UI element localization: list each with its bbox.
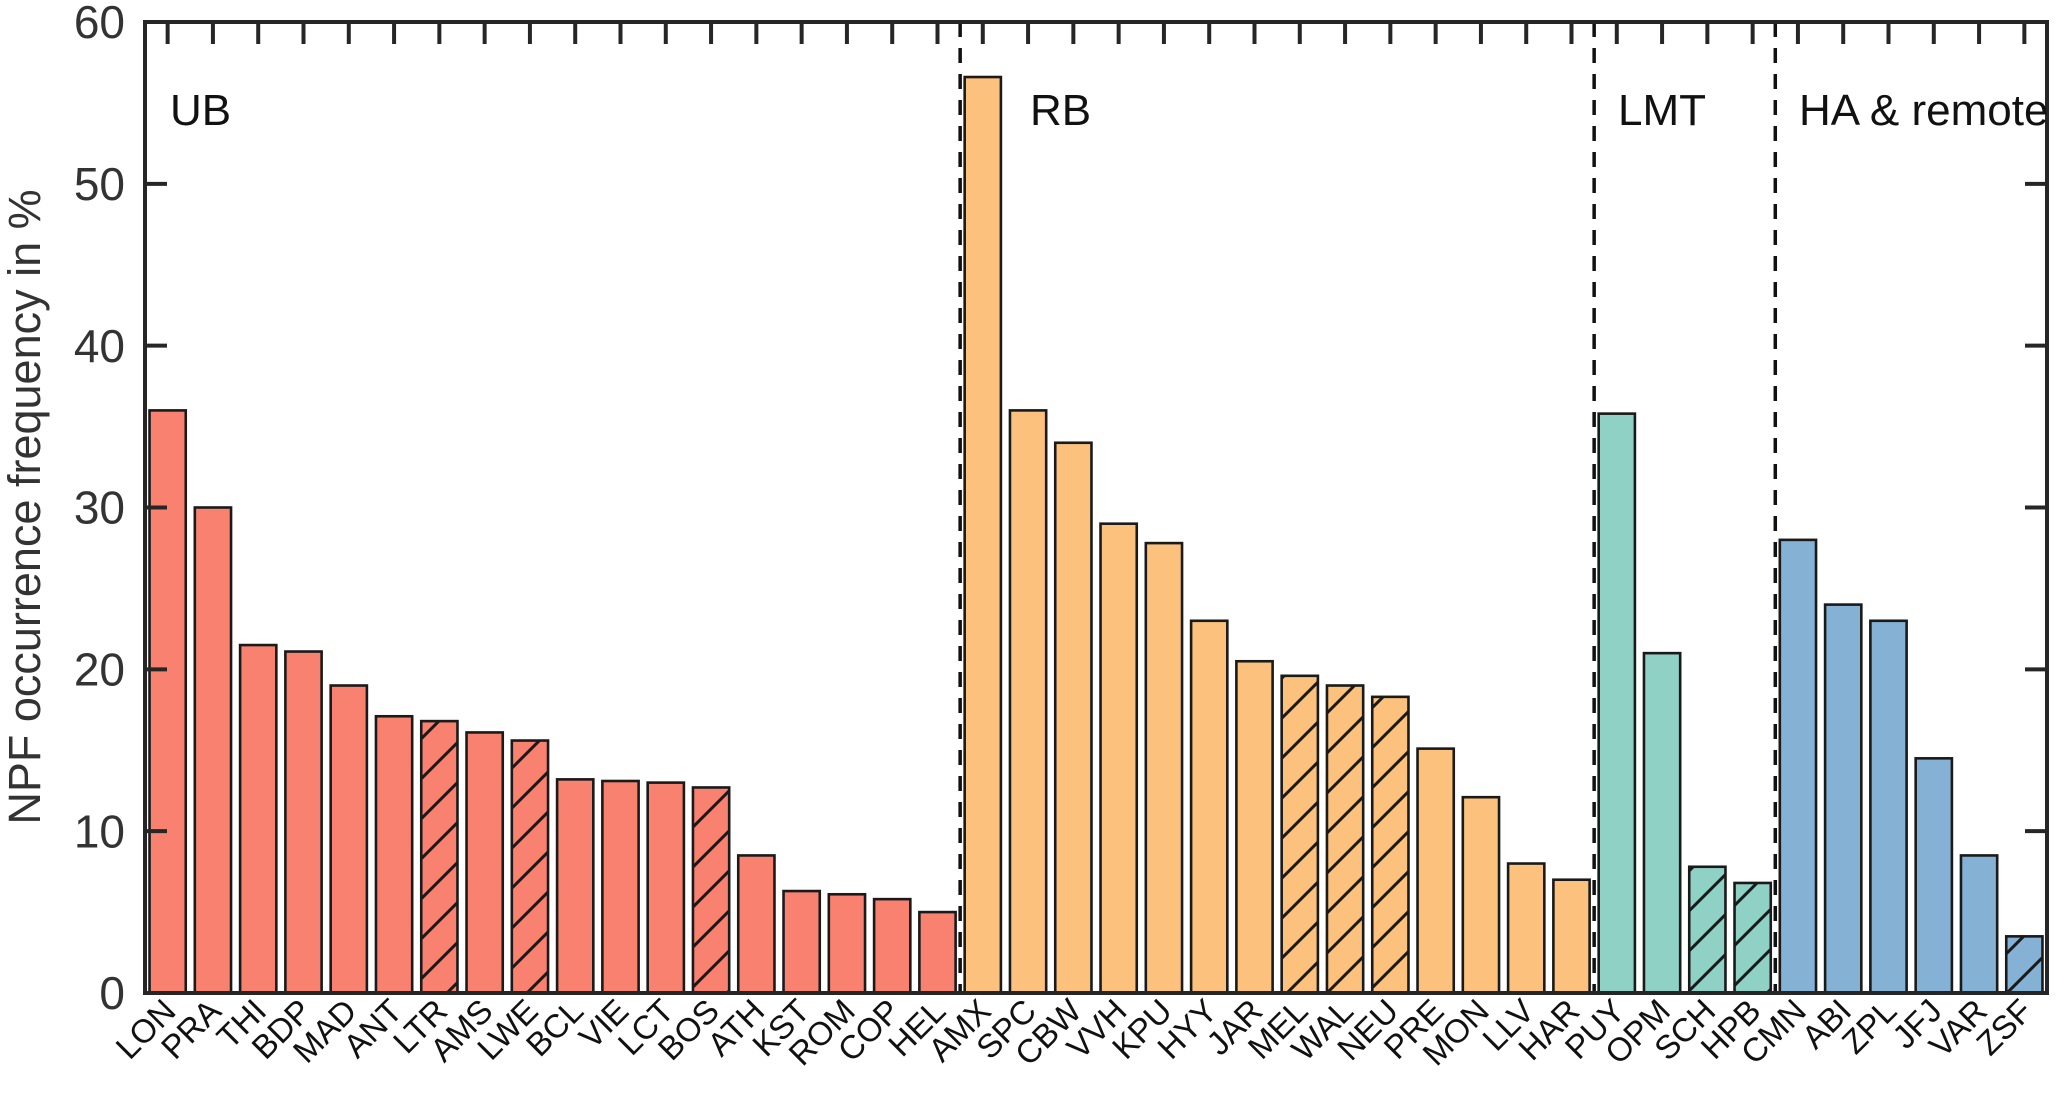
bar-hatch-LWE — [511, 740, 549, 993]
y-tick-label-0: 0 — [99, 967, 125, 1019]
bar-HAR — [1552, 878, 1591, 995]
bar-hatch-WAL — [1326, 685, 1364, 993]
group-label-ha-remote: HA & remote — [1799, 86, 2048, 135]
bar-KST — [782, 889, 822, 995]
bar-hatch-LTR — [421, 721, 458, 993]
x-tick-label-ZSF: ZSF — [1969, 992, 2039, 1062]
bar-VAR — [1959, 854, 1999, 995]
bar-MAD — [329, 684, 369, 995]
bar-LON — [148, 409, 188, 995]
group-label-lmt: LMT — [1618, 86, 1706, 135]
bar-HYY — [1189, 619, 1229, 995]
y-tick-label-50: 50 — [74, 158, 125, 210]
bar-AMX — [963, 75, 1003, 995]
bar-hatch-HPB — [1734, 882, 1771, 993]
bar-MON — [1461, 795, 1501, 995]
bar-THI — [238, 643, 278, 995]
bar-JFJ — [1914, 757, 1954, 995]
group-label-rb: RB — [1030, 86, 1091, 135]
group-label-ub: UB — [170, 86, 231, 135]
bar-VIE — [601, 779, 640, 995]
bar-KPU — [1144, 541, 1184, 995]
bar-ANT — [374, 714, 414, 995]
plot-frame — [143, 20, 2049, 995]
bar-hatch-BOS — [692, 787, 730, 993]
bar-PRA — [193, 506, 233, 995]
y-tick-label-40: 40 — [74, 320, 125, 372]
bar-PRE — [1416, 747, 1456, 995]
chart-generated-content: LONPRATHIBDPMADANTLTRAMSLWEBCLVIELCTBOSA… — [74, 0, 2049, 1072]
bar-LLV — [1506, 862, 1546, 995]
bar-hatch-NEU — [1372, 696, 1409, 993]
y-tick-label-10: 10 — [74, 805, 125, 857]
bar-SPC — [1008, 409, 1048, 995]
bar-CMN — [1778, 538, 1818, 995]
bar-BCL — [555, 778, 595, 995]
bar-COP — [872, 897, 912, 995]
bar-JAR — [1235, 659, 1274, 995]
bar-ABI — [1823, 603, 1863, 995]
bar-hatch-SCH — [1689, 866, 1726, 993]
bar-VVH — [1099, 522, 1139, 995]
bar-hatch-ZSF — [2006, 936, 2043, 993]
bar-LCT — [646, 781, 686, 995]
y-axis-title: NPF occurrence frequency in % — [0, 189, 50, 824]
bar-CBW — [1053, 441, 1093, 995]
bar-hatch-MEL — [1281, 675, 1318, 993]
bar-ROM — [827, 892, 867, 995]
bar-PUY — [1597, 412, 1637, 995]
bar-ATH — [736, 854, 776, 995]
bar-BDP — [284, 650, 323, 995]
y-tick-label-60: 60 — [74, 0, 125, 48]
y-tick-label-30: 30 — [74, 482, 125, 534]
bar-AMS — [465, 731, 505, 995]
y-tick-label-20: 20 — [74, 643, 125, 695]
bar-OPM — [1642, 651, 1682, 995]
bar-HEL — [918, 910, 957, 995]
bar-ZPL — [1869, 619, 1908, 995]
